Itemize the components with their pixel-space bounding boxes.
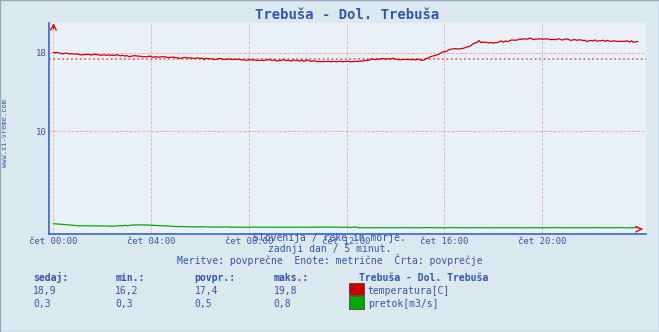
Text: sedaj:: sedaj: — [33, 272, 68, 283]
Text: 0,5: 0,5 — [194, 299, 212, 309]
Text: 19,8: 19,8 — [273, 286, 297, 296]
Title: Trebuša - Dol. Trebuša: Trebuša - Dol. Trebuša — [256, 8, 440, 22]
Text: 0,3: 0,3 — [33, 299, 51, 309]
Text: 18,9: 18,9 — [33, 286, 57, 296]
Text: 16,2: 16,2 — [115, 286, 139, 296]
Text: min.:: min.: — [115, 273, 145, 283]
Text: www.si-vreme.com: www.si-vreme.com — [2, 99, 9, 167]
Text: 0,3: 0,3 — [115, 299, 133, 309]
Text: Meritve: povprečne  Enote: metrične  Črta: povprečje: Meritve: povprečne Enote: metrične Črta:… — [177, 254, 482, 266]
Text: zadnji dan / 5 minut.: zadnji dan / 5 minut. — [268, 244, 391, 254]
Text: maks.:: maks.: — [273, 273, 308, 283]
Text: Trebuša - Dol. Trebuša: Trebuša - Dol. Trebuša — [359, 273, 488, 283]
Text: 17,4: 17,4 — [194, 286, 218, 296]
Text: temperatura[C]: temperatura[C] — [368, 286, 450, 296]
Text: povpr.:: povpr.: — [194, 273, 235, 283]
Text: Slovenija / reke in morje.: Slovenija / reke in morje. — [253, 233, 406, 243]
Text: 0,8: 0,8 — [273, 299, 291, 309]
Text: pretok[m3/s]: pretok[m3/s] — [368, 299, 438, 309]
